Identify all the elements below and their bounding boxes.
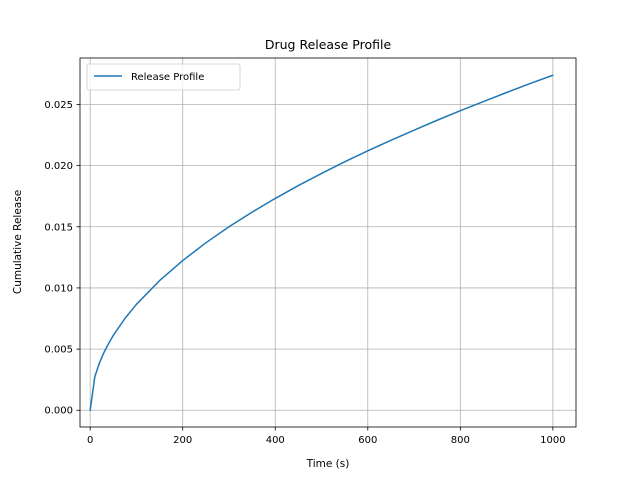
chart-title: Drug Release Profile (265, 37, 392, 52)
y-tick-label: 0.025 (44, 100, 73, 111)
y-tick-label: 0.010 (44, 283, 73, 294)
grid-lines (80, 58, 576, 427)
data-series (89, 74, 554, 411)
x-axis-label: Time (s) (306, 458, 350, 470)
y-tick-label: 0.005 (44, 345, 73, 356)
x-tick-label: 600 (358, 435, 377, 446)
y-tick-label: 0.020 (44, 161, 73, 172)
series-line-release-profile (89, 74, 554, 411)
y-axis-label: Cumulative Release (12, 190, 24, 294)
y-axis: 0.000 0.005 0.010 0.015 0.020 0.025 (44, 100, 80, 417)
x-axis: 0 200 400 600 800 1000 (87, 427, 566, 446)
x-tick-label: 200 (173, 435, 192, 446)
x-tick-label: 1000 (540, 435, 565, 446)
plot-frame (79, 57, 577, 428)
x-tick-label: 0 (87, 435, 93, 446)
legend: Release Profile (86, 63, 241, 91)
y-tick-label: 0.015 (44, 222, 73, 233)
y-tick-label: 0.000 (44, 406, 73, 417)
legend-label-release-profile: Release Profile (131, 72, 204, 83)
legend-box (86, 63, 241, 91)
x-tick-label: 800 (451, 435, 470, 446)
x-tick-label: 400 (266, 435, 285, 446)
